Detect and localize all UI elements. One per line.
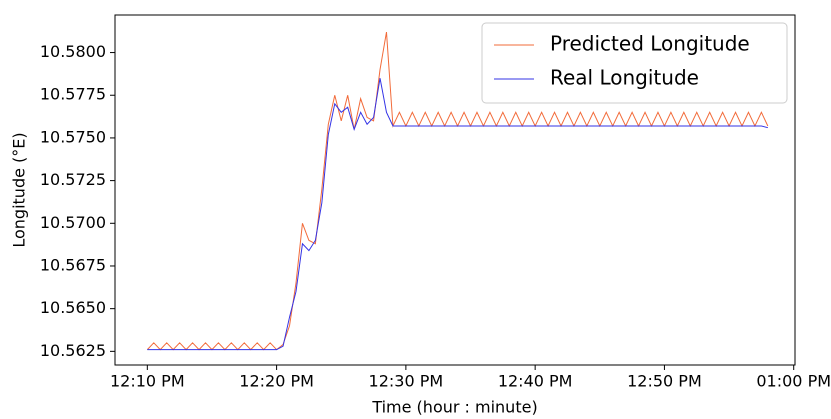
x-tick-label: 12:10 PM xyxy=(110,372,185,391)
plot-frame xyxy=(114,14,796,366)
x-tick-label: 12:40 PM xyxy=(498,372,573,391)
legend-box xyxy=(481,22,788,104)
y-tick-label: 10.5650 xyxy=(40,298,106,317)
y-tick-label: 10.5750 xyxy=(40,127,106,146)
y-tick-label: 10.5725 xyxy=(40,170,106,189)
y-tick-label: 10.5675 xyxy=(40,255,106,274)
y-axis-label: Longitude (°E) xyxy=(10,132,29,247)
x-axis-label: Time (hour : minute) xyxy=(371,398,537,417)
x-tick-label: 01:00 PM xyxy=(756,372,831,391)
x-tick-label: 12:20 PM xyxy=(239,372,314,391)
y-tick-label: 10.5775 xyxy=(40,85,106,104)
legend-label: Predicted Longitude xyxy=(550,32,750,56)
legend: Predicted Longitude Real Longitude xyxy=(481,22,788,104)
x-tick-label: 12:50 PM xyxy=(627,372,702,391)
legend-label: Real Longitude xyxy=(550,66,699,90)
y-tick-label: 10.5800 xyxy=(40,42,106,61)
series-line xyxy=(147,78,768,351)
y-tick-label: 10.5700 xyxy=(40,213,106,232)
y-tick-label: 10.5625 xyxy=(40,341,106,360)
x-tick-label: 12:30 PM xyxy=(369,372,444,391)
